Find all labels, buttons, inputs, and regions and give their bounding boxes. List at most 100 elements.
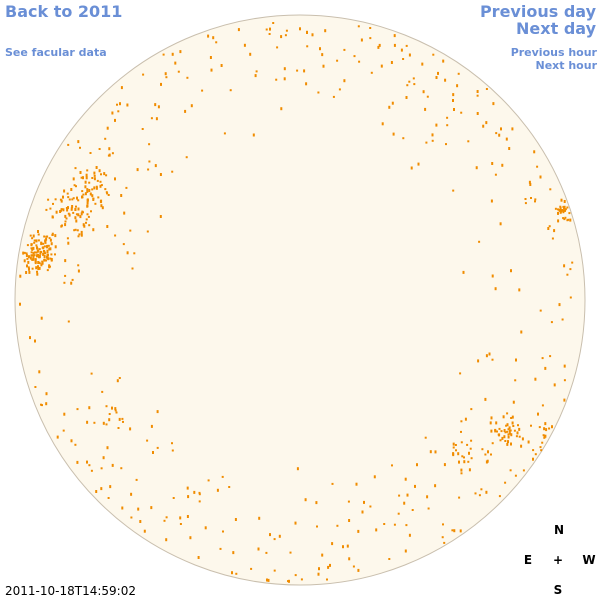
facula: [505, 424, 508, 427]
facula: [390, 61, 393, 64]
facula: [558, 303, 561, 307]
facula: [76, 460, 79, 464]
facula: [476, 112, 479, 115]
facula: [393, 34, 396, 38]
facula: [507, 440, 509, 444]
facula: [265, 551, 268, 554]
facula: [357, 568, 360, 572]
facula: [23, 251, 26, 254]
facula: [501, 163, 504, 167]
next-day-link[interactable]: Next day: [516, 19, 597, 38]
facula: [511, 421, 514, 425]
facula: [560, 209, 563, 212]
facula: [289, 551, 292, 554]
facula: [40, 316, 43, 320]
facula: [534, 377, 537, 381]
facula: [130, 492, 133, 496]
facula: [504, 481, 507, 484]
facula: [434, 450, 437, 454]
facula: [506, 442, 509, 446]
facula: [45, 392, 48, 396]
facula: [388, 105, 391, 109]
facula: [25, 252, 28, 255]
facula: [50, 258, 53, 261]
facula: [193, 490, 196, 494]
facula: [38, 261, 41, 264]
facula: [510, 417, 513, 419]
facula: [568, 212, 571, 215]
facula: [506, 412, 509, 415]
facula: [518, 435, 521, 438]
facula: [141, 128, 144, 130]
facula: [198, 500, 201, 503]
facula: [528, 180, 531, 184]
back-link[interactable]: Back to 2011: [5, 2, 122, 21]
facula: [101, 206, 104, 210]
facula: [179, 50, 182, 54]
facula: [95, 166, 98, 169]
facula: [40, 241, 43, 245]
facula: [410, 166, 413, 170]
facula: [276, 46, 279, 49]
facula: [100, 173, 102, 176]
facula: [126, 103, 129, 107]
next-hour-link[interactable]: Next hour: [536, 59, 598, 72]
facula: [33, 254, 36, 257]
facula: [65, 217, 68, 220]
faculae: [19, 22, 574, 583]
facula: [534, 200, 536, 203]
facula: [551, 425, 553, 429]
facula: [45, 208, 48, 211]
facula: [504, 431, 507, 434]
facula: [285, 29, 288, 32]
facula: [80, 176, 83, 179]
facula: [60, 225, 63, 228]
facula: [564, 216, 567, 219]
facula: [82, 223, 85, 227]
facula: [491, 162, 494, 165]
facula: [41, 261, 44, 265]
previous-day-link[interactable]: Previous day: [480, 2, 597, 21]
facula: [152, 451, 154, 454]
facula: [77, 140, 80, 144]
facula: [443, 541, 446, 544]
facula: [88, 464, 91, 467]
facula: [343, 79, 346, 83]
facula: [231, 571, 233, 575]
facula: [150, 506, 153, 510]
facula: [421, 62, 424, 66]
facula: [62, 429, 65, 432]
facula: [70, 439, 73, 443]
facula: [148, 143, 151, 146]
facula: [348, 519, 351, 522]
facula: [74, 167, 77, 170]
facula: [37, 233, 40, 236]
facula: [452, 453, 455, 457]
facula: [317, 91, 320, 94]
facula: [33, 239, 36, 242]
facula: [77, 213, 80, 217]
facula: [26, 257, 29, 260]
facula: [34, 339, 36, 343]
facula: [46, 251, 49, 253]
facula: [336, 59, 339, 62]
facula: [74, 208, 77, 211]
facula: [75, 185, 77, 188]
facula: [154, 103, 157, 107]
facula: [198, 491, 201, 494]
facula: [70, 281, 73, 285]
facula: [186, 486, 189, 490]
facula: [34, 386, 37, 388]
facula: [25, 254, 28, 257]
previous-hour-link[interactable]: Previous hour: [511, 46, 598, 59]
facula: [54, 245, 57, 249]
facular-link[interactable]: See facular data: [5, 46, 107, 59]
facula: [460, 420, 463, 423]
facula: [537, 412, 539, 416]
facula: [404, 477, 407, 481]
facula: [452, 442, 455, 446]
facula: [452, 93, 455, 97]
facula: [564, 208, 567, 211]
facula: [498, 427, 501, 430]
facula: [358, 60, 361, 63]
